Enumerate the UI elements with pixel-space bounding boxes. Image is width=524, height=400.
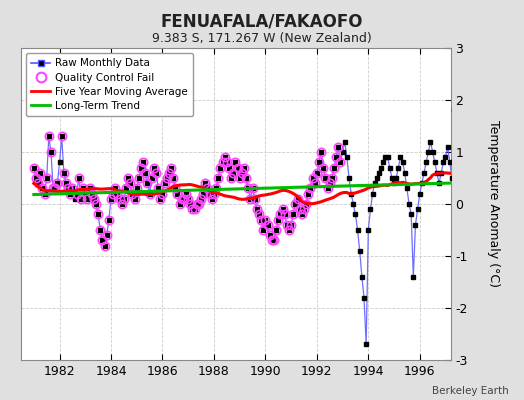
Y-axis label: Temperature Anomaly (°C): Temperature Anomaly (°C) — [487, 120, 500, 288]
Text: FENUAFALA/FAKAOFO: FENUAFALA/FAKAOFO — [161, 12, 363, 30]
Text: 9.383 S, 171.267 W (New Zealand): 9.383 S, 171.267 W (New Zealand) — [152, 32, 372, 45]
Text: Berkeley Earth: Berkeley Earth — [432, 386, 508, 396]
Legend: Raw Monthly Data, Quality Control Fail, Five Year Moving Average, Long-Term Tren: Raw Monthly Data, Quality Control Fail, … — [26, 53, 193, 116]
